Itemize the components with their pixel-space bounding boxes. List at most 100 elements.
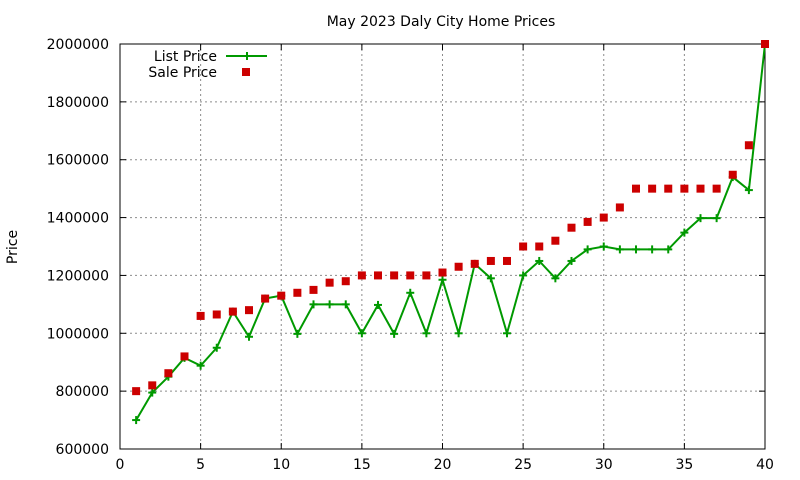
list-price-point (551, 274, 560, 283)
list-price-point (454, 329, 463, 338)
list-price-point (196, 361, 205, 370)
legend-label-sale-price: Sale Price (148, 65, 217, 81)
chart-title: May 2023 Daly City Home Prices (327, 14, 556, 30)
sale-price-point (551, 236, 560, 245)
sale-price-point (519, 242, 528, 251)
y-tick-label: 1800000 (47, 95, 109, 111)
sale-price-point (228, 307, 237, 316)
list-price-point (664, 245, 673, 254)
list-price-point (680, 228, 689, 237)
list-price-point (374, 300, 382, 309)
list-price-point (567, 256, 576, 265)
series-1 (132, 40, 769, 396)
list-price-point (309, 300, 318, 309)
y-tick-label: 800000 (56, 384, 109, 400)
legend-sample-sale-price (242, 68, 250, 76)
list-price-point (325, 300, 334, 309)
sale-price-point (664, 184, 673, 193)
sale-price-point (148, 381, 157, 390)
sale-price-point (486, 256, 495, 265)
list-price-point (293, 329, 302, 338)
list-price-point (245, 332, 253, 341)
sale-price-point (567, 223, 576, 232)
list-price-point (599, 242, 608, 251)
x-tick-label: 30 (595, 457, 613, 473)
y-tick-label: 1400000 (47, 211, 109, 227)
list-price-point (519, 271, 528, 280)
y-axis: 600000 800000 1000000 1200000 1400000 1600000… (47, 37, 109, 458)
list-price-point (390, 329, 399, 338)
sale-price-point (696, 184, 705, 193)
sale-price-point (341, 277, 350, 286)
sale-price-point (599, 213, 608, 222)
y-tick-label: 1200000 (47, 268, 109, 284)
sale-price-point (744, 141, 753, 150)
list-price-point (422, 329, 431, 338)
list-price-point (583, 245, 592, 254)
sale-price-point (680, 184, 689, 193)
sale-price-point (615, 203, 624, 212)
sale-price-point (406, 271, 415, 280)
list-price-point (503, 329, 511, 338)
sale-price-point (357, 271, 366, 280)
list-price-point (148, 388, 157, 397)
sale-price-point (293, 288, 302, 297)
list-price-point (712, 214, 721, 223)
list-price-point (341, 300, 350, 309)
x-tick-label: 40 (756, 457, 774, 473)
sale-price-point (728, 170, 737, 179)
sale-price-point (712, 184, 721, 193)
list-price-point (632, 245, 640, 254)
y-tick-label: 600000 (56, 442, 109, 458)
list-price-point (132, 416, 141, 425)
sale-price-point (535, 242, 544, 251)
sale-price-point (632, 184, 640, 193)
list-price-point (696, 214, 705, 223)
sale-price-point (438, 268, 447, 277)
sale-price-point (196, 311, 205, 320)
sale-price-point (277, 291, 286, 300)
list-price-point (486, 274, 495, 283)
series-0 (132, 40, 769, 425)
list-price-point (212, 343, 221, 352)
sale-price-point (470, 259, 479, 268)
legend: List Price Sale Price (148, 49, 267, 81)
sale-price-point (390, 271, 399, 280)
list-price-point (615, 245, 624, 254)
sale-price-point (261, 294, 270, 303)
legend-label-list-price: List Price (154, 49, 217, 65)
x-tick-label: 0 (116, 457, 125, 473)
y-tick-label: 1000000 (47, 326, 109, 342)
x-tick-label: 15 (353, 457, 371, 473)
list-price-point (438, 275, 447, 284)
sale-price-point (164, 369, 173, 378)
sale-price-point (325, 278, 334, 287)
list-price-point (535, 256, 544, 265)
x-tick-label: 20 (434, 457, 452, 473)
list-price-point (648, 245, 657, 254)
sale-price-point (309, 285, 318, 294)
sale-price-point (180, 352, 189, 361)
sale-price-point (132, 387, 141, 396)
sale-price-point (212, 310, 221, 319)
y-tick-label: 2000000 (47, 37, 109, 53)
x-tick-label: 25 (514, 457, 532, 473)
x-axis: 0 5 10 15 20 25 30 35 40 (116, 457, 774, 473)
series (132, 40, 769, 425)
x-tick-label: 5 (196, 457, 205, 473)
y-tick-label: 1600000 (47, 153, 109, 169)
sale-price-point (374, 271, 382, 280)
axis-ticks (119, 43, 766, 450)
sale-price-point (583, 217, 592, 226)
x-tick-label: 10 (272, 457, 290, 473)
legend-sample-list-price (226, 52, 267, 60)
list-price-point (406, 288, 415, 297)
sale-price-point (761, 40, 769, 48)
x-tick-label: 35 (675, 457, 693, 473)
list-price-line (135, 43, 766, 421)
sale-price-point (245, 306, 253, 315)
sale-price-point (422, 271, 431, 280)
y-axis-label: Price (5, 230, 21, 264)
sale-price-point (454, 262, 463, 271)
